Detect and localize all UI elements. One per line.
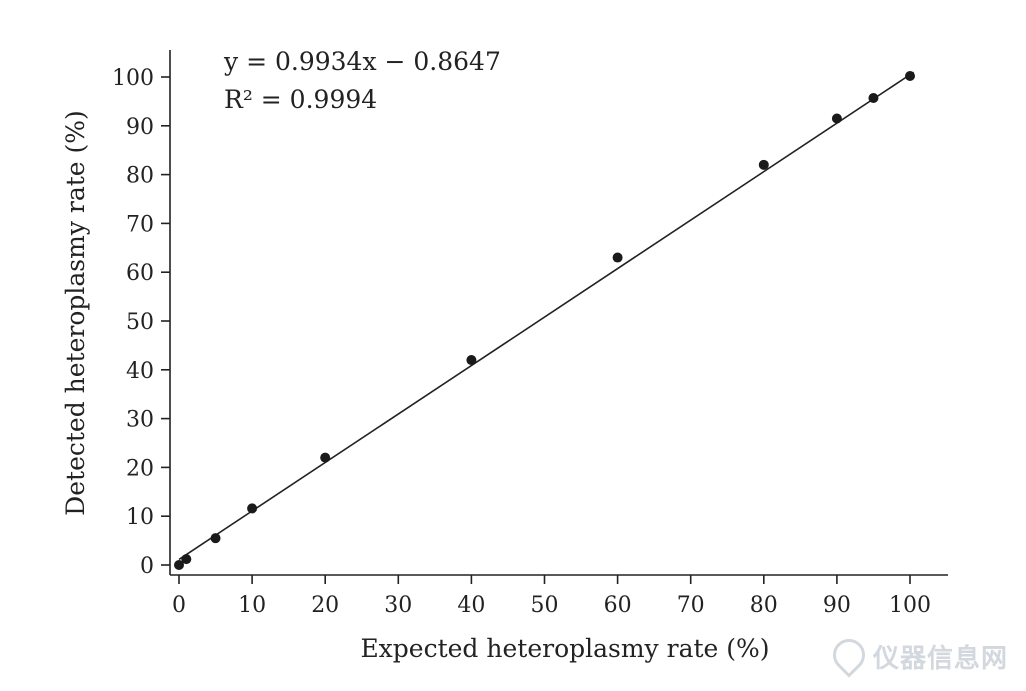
equation-annotation: y = 0.9934x − 0.8647 — [223, 47, 501, 76]
y-tick-label: 50 — [126, 310, 154, 335]
data-points — [174, 71, 915, 570]
r-squared-annotation: R² = 0.9994 — [224, 85, 377, 114]
x-tick-label: 60 — [604, 593, 632, 618]
y-tick-label: 0 — [140, 554, 154, 579]
y-tick-label: 30 — [126, 408, 154, 433]
x-tick-label: 90 — [823, 593, 851, 618]
data-point — [466, 355, 477, 366]
data-point — [247, 503, 258, 514]
data-point — [181, 554, 192, 565]
data-point — [320, 452, 331, 463]
x-axis-title: Expected heteroplasmy rate (%) — [360, 634, 769, 663]
y-tick-label: 70 — [126, 212, 154, 237]
x-tick-label: 40 — [457, 593, 485, 618]
y-axis-title: Detected heteroplasmy rate (%) — [61, 110, 90, 516]
trend-line — [178, 71, 915, 561]
y-tick-label: 40 — [126, 359, 154, 384]
axes — [169, 50, 948, 576]
watermark-logo: 仪器信息网 — [826, 632, 1008, 678]
x-tick-label: 70 — [677, 593, 705, 618]
y-tick-label: 90 — [126, 115, 154, 140]
data-point — [868, 92, 879, 103]
y-tick-label: 100 — [112, 66, 154, 91]
data-point — [905, 71, 915, 82]
x-ticks: 0 10 20 30 40 50 60 70 80 90 100 — [172, 575, 931, 618]
data-point — [612, 252, 623, 263]
x-tick-label: 50 — [531, 593, 559, 618]
data-point — [210, 533, 221, 544]
y-tick-label: 10 — [126, 505, 154, 530]
y-tick-label: 80 — [126, 164, 154, 189]
x-tick-label: 80 — [750, 593, 778, 618]
x-tick-label: 30 — [384, 593, 412, 618]
data-point — [831, 113, 842, 124]
watermark-text: 仪器信息网 — [872, 644, 1008, 674]
y-tick-label: 60 — [126, 261, 154, 286]
x-tick-label: 0 — [172, 593, 186, 618]
y-ticks: 0 10 20 30 40 50 60 70 80 90 100 — [112, 66, 170, 579]
data-point — [174, 560, 184, 570]
x-tick-label: 20 — [311, 593, 339, 618]
y-tick-label: 20 — [126, 456, 154, 481]
x-tick-label: 100 — [889, 593, 931, 618]
data-point — [758, 159, 769, 170]
x-tick-label: 10 — [238, 593, 266, 618]
droplet-icon — [826, 632, 872, 678]
